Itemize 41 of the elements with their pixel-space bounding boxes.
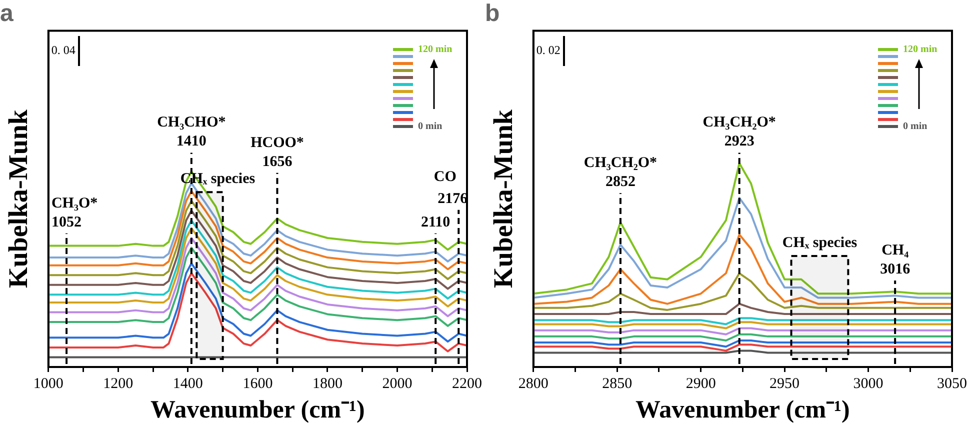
x-tick-label: 1800 [312,376,342,392]
ref-line-label: 1052 [52,214,82,230]
ref-line-label: 2923 [724,134,754,150]
annotation: CH₄ [882,242,910,258]
y-axis-title: Kubelka-Munk [488,110,518,288]
legend-label: 120 min [903,44,938,55]
chart-title: b [485,0,500,28]
x-axis-title: Wavenumber (cm⁻¹) [150,396,365,424]
x-tick-label: 1400 [172,376,203,392]
x-tick-label: 1600 [242,376,273,392]
legend-label: 120 min [418,44,452,55]
ref-line-label: 2110 [421,214,450,230]
x-tick-label: 2900 [686,376,716,392]
x-tick-label: 2800 [518,376,548,392]
ref-line-label: 1656 [262,154,293,170]
x-tick-label: 3050 [937,376,967,392]
x-axis-title: Wavenumber (cm⁻¹) [636,396,850,424]
annotation: CH₃O* [51,195,98,212]
text: 0 min [903,121,928,132]
annotation: CH₃CH₂O* [584,154,658,171]
text: 0. 04 [51,42,76,57]
y-axis-title: Kubelka-Munk [3,110,34,288]
ref-line-label: 2176 [438,190,468,207]
ref-line-label: 1410 [176,134,206,150]
text: CH₃CHO* [157,114,226,131]
x-tick-label: 2850 [602,376,632,392]
annotation: CO [434,168,456,185]
x-tick-label: 1000 [33,376,64,392]
x-tick-label: 2000 [382,376,412,392]
text: 0. 02 [536,42,560,57]
ref-line-label: 3016 [880,261,911,278]
x-tick-label: 1200 [103,376,134,392]
chart-title: a [0,0,14,28]
x-tick-label: 3000 [853,376,884,392]
text: CH₃CH₂O* [702,114,776,131]
text: 0 min [418,121,442,132]
x-tick-label: 2950 [770,376,800,392]
ref-line-label: 2852 [605,174,636,190]
x-tick-label: 2200 [452,376,482,392]
text: HCOO* [250,134,304,151]
band-label: CHₓ species [782,234,858,251]
